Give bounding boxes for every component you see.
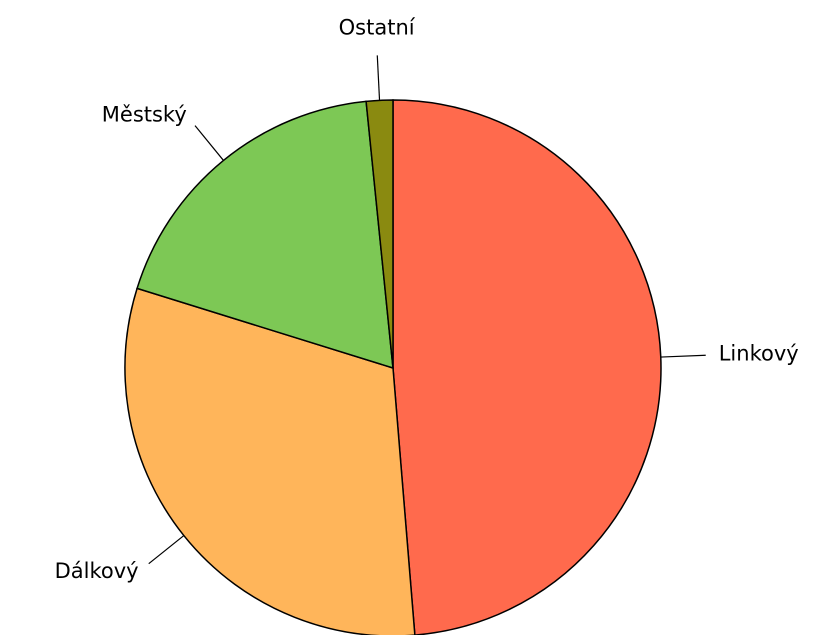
- pie-slice: [124, 287, 416, 635]
- slice-label: Dálkový: [55, 559, 139, 583]
- pie-slice: [392, 99, 662, 635]
- leader-line: [148, 535, 185, 565]
- leader-line: [376, 55, 381, 101]
- pie-slice: [136, 100, 394, 370]
- slice-label: Městský: [102, 103, 187, 127]
- slice-label: Linkový: [719, 342, 799, 366]
- leader-line: [660, 354, 706, 358]
- leader-line: [194, 125, 224, 161]
- slice-label: Ostatní: [339, 15, 416, 39]
